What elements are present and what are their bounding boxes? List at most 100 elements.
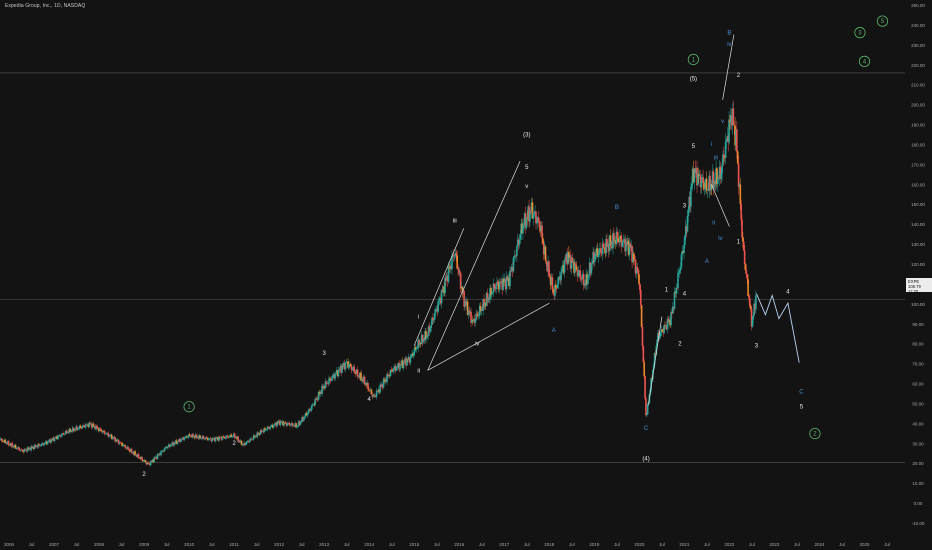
candle-body — [135, 454, 137, 456]
candle-body — [643, 362, 646, 377]
candle-body — [124, 446, 127, 449]
candle-body — [206, 437, 208, 439]
candle-body — [248, 441, 251, 443]
candle-body — [451, 256, 453, 269]
candlestick-series — [0, 100, 757, 467]
candle-body — [216, 437, 219, 439]
time-axis[interactable]: 2006 Jul 2007 Jul 2008 Jul 2009 Jul 2010 Jul 2011 J… — [4, 542, 890, 547]
candle-body — [138, 457, 141, 459]
candle-body — [193, 436, 195, 437]
forecast-path — [755, 293, 800, 363]
candle-body — [692, 168, 695, 183]
candle-body — [551, 277, 554, 290]
candle-body — [330, 378, 333, 381]
candle-body — [418, 339, 420, 345]
candle-body — [712, 171, 715, 188]
y-tick-label: 150.00 — [911, 202, 925, 207]
candle-body — [468, 310, 471, 314]
wave-label: 1 — [692, 57, 696, 63]
candle-body — [746, 274, 749, 280]
wave-label: i — [711, 142, 712, 148]
candle-body — [619, 235, 621, 243]
candle-body — [457, 268, 459, 271]
candle-body — [722, 154, 724, 165]
candle-body — [413, 352, 415, 356]
candle-body — [354, 371, 356, 373]
candle-body — [552, 289, 555, 293]
candle-body — [700, 180, 703, 188]
candle-body — [349, 364, 352, 367]
candle-body — [678, 270, 681, 273]
candle-body — [523, 213, 526, 225]
candle-body — [240, 440, 243, 446]
candle-body — [561, 268, 563, 272]
candle-body — [256, 432, 258, 438]
candle-body — [546, 261, 549, 272]
candle-body — [97, 428, 99, 429]
x-tick-label: Jul — [299, 542, 305, 547]
candle-body — [464, 301, 466, 307]
candle-body — [24, 449, 26, 450]
candle-body — [662, 331, 665, 333]
candle-body — [336, 370, 338, 374]
x-tick-label: 2018 — [544, 542, 555, 547]
candle-body — [134, 451, 136, 456]
candle-body — [244, 442, 246, 446]
candle-body — [243, 442, 245, 446]
candle-body — [727, 136, 729, 143]
candle-body — [257, 432, 259, 435]
wave-label: (4) — [642, 457, 649, 463]
candle-body — [542, 238, 544, 244]
candle-body — [529, 210, 532, 212]
x-tick-label: Jul — [479, 542, 485, 547]
candle-body — [112, 437, 115, 439]
candle-body — [612, 232, 614, 249]
candle-body — [436, 309, 439, 312]
candle-body — [55, 436, 58, 438]
candle-body — [351, 369, 354, 371]
candle-body — [155, 456, 158, 459]
candle-body — [7, 441, 10, 446]
candle-body — [582, 274, 585, 286]
candle-body — [553, 292, 555, 296]
candle-body — [108, 435, 110, 437]
candle-body — [515, 255, 517, 257]
candle-body — [294, 423, 297, 426]
candle-body — [61, 433, 64, 435]
candle-body — [729, 115, 732, 123]
candle-body — [71, 430, 73, 432]
candle-body — [677, 272, 679, 289]
candle-body — [166, 447, 168, 449]
candle-body — [600, 248, 602, 253]
candle-body — [186, 436, 188, 438]
candle-body — [76, 426, 78, 430]
candle-body — [402, 361, 405, 368]
candle-body — [235, 436, 238, 439]
x-tick-label: Jul — [389, 542, 395, 547]
candle-body — [568, 251, 570, 258]
candle-body — [205, 437, 207, 439]
price-axis[interactable]: 250.00 240.00 230.00 220.00 210.00 200.00 190.… — [911, 3, 925, 526]
candle-body — [671, 312, 673, 314]
candle-body — [604, 247, 607, 254]
candle-body — [154, 457, 156, 459]
candle-body — [157, 454, 160, 455]
candle-body — [107, 432, 110, 437]
candle-body — [150, 461, 153, 462]
candle-body — [146, 462, 148, 465]
candle-body — [281, 421, 284, 423]
candle-body — [661, 329, 664, 332]
candle-body — [458, 272, 461, 274]
candle-body — [72, 427, 75, 431]
candle-body — [543, 246, 546, 255]
candle-body — [740, 204, 742, 220]
candle-body — [66, 432, 69, 433]
candle-body — [54, 437, 57, 439]
candle-body — [300, 421, 303, 423]
candle-body — [485, 293, 488, 306]
candle-body — [509, 270, 511, 287]
candle-body — [210, 438, 213, 442]
candle-body — [698, 175, 701, 176]
candle-body — [270, 425, 272, 428]
